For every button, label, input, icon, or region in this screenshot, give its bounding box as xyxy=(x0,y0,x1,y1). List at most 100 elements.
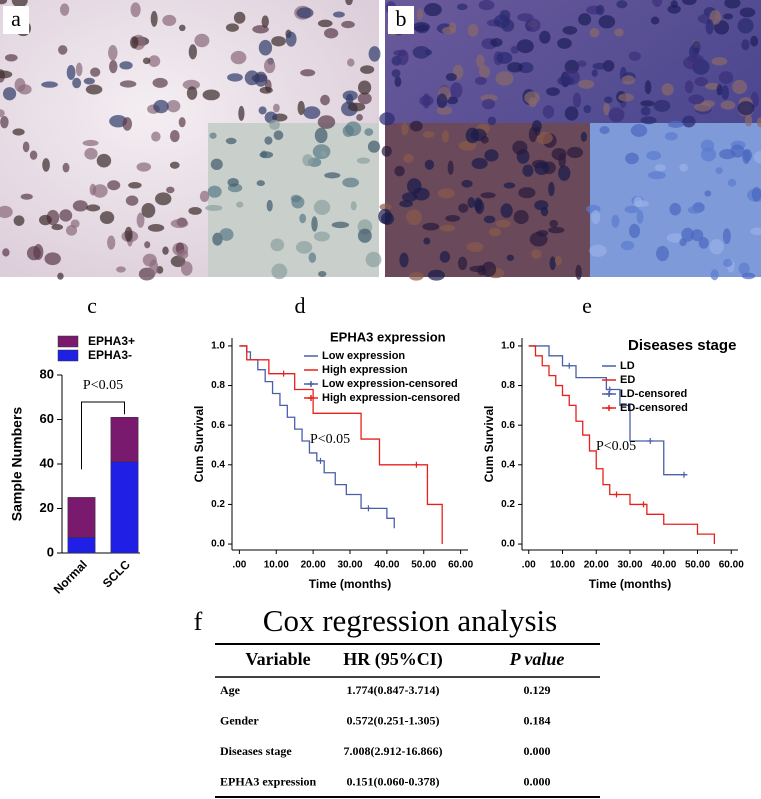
table-cell: 0.000 xyxy=(524,744,551,758)
cell xyxy=(379,203,392,211)
cell xyxy=(540,207,549,217)
legend-title: Diseases stage xyxy=(628,337,736,354)
cell xyxy=(738,262,750,275)
cell xyxy=(44,252,61,266)
cell xyxy=(458,140,477,151)
cell xyxy=(194,33,210,48)
censor-mark xyxy=(613,491,620,498)
cell xyxy=(506,254,514,261)
cell xyxy=(647,171,666,180)
cell xyxy=(496,51,513,64)
cell xyxy=(531,120,542,133)
cell xyxy=(259,151,274,159)
cell xyxy=(412,22,430,32)
cell xyxy=(664,132,678,141)
cell xyxy=(683,56,700,70)
cell xyxy=(124,226,133,242)
cell xyxy=(136,212,145,228)
cell xyxy=(258,106,267,115)
cell xyxy=(479,65,491,79)
cell xyxy=(694,77,708,87)
cell xyxy=(291,195,305,209)
x-axis-label: Time (months) xyxy=(309,577,391,591)
cell xyxy=(207,185,222,198)
cell xyxy=(457,256,468,271)
table-header: P value xyxy=(509,649,565,669)
x-tick-label: 60.00 xyxy=(719,560,744,571)
cell xyxy=(416,8,424,21)
cell xyxy=(341,20,355,29)
table-cell: 0.129 xyxy=(524,683,551,697)
cell xyxy=(583,104,592,114)
cell xyxy=(554,256,562,266)
cell xyxy=(679,163,689,172)
y-tick-label: 20 xyxy=(40,500,54,515)
cell xyxy=(75,62,83,77)
legend-swatch xyxy=(57,335,79,348)
cell xyxy=(162,14,177,27)
cell xyxy=(317,115,336,129)
cell xyxy=(489,227,502,237)
cell xyxy=(72,77,82,89)
cell xyxy=(342,90,358,101)
cell xyxy=(130,2,141,18)
cell xyxy=(357,92,372,105)
cell xyxy=(169,161,180,169)
cell xyxy=(437,188,455,199)
cell xyxy=(480,192,496,199)
cell xyxy=(549,256,556,271)
cell xyxy=(399,200,413,208)
cell xyxy=(599,126,610,134)
cell xyxy=(536,229,549,237)
cell xyxy=(162,246,169,255)
cell xyxy=(236,201,244,208)
cell xyxy=(210,158,223,171)
cell xyxy=(72,200,88,212)
censor-mark xyxy=(280,370,287,377)
cell xyxy=(618,93,634,102)
cell xyxy=(356,157,371,164)
cell xyxy=(271,36,286,47)
cell xyxy=(445,215,461,222)
cell xyxy=(299,213,307,224)
cell xyxy=(90,67,101,77)
cell xyxy=(709,239,724,255)
x-tick-label: SCLC xyxy=(100,557,133,590)
cell xyxy=(314,127,328,144)
cell xyxy=(750,35,759,47)
table-cell: 0.000 xyxy=(524,774,551,788)
cell xyxy=(148,55,161,67)
cell xyxy=(723,258,733,267)
cell xyxy=(0,0,8,5)
cell xyxy=(0,109,5,118)
annotation: P<0.05 xyxy=(310,432,350,447)
cell xyxy=(365,251,382,268)
y-tick-label: 0.8 xyxy=(501,380,515,391)
inset-b1 xyxy=(385,123,590,277)
cell xyxy=(342,177,360,188)
y-tick-label: 0.0 xyxy=(501,539,515,550)
cell xyxy=(469,265,486,273)
cell xyxy=(39,214,52,226)
cell xyxy=(739,7,756,18)
cell xyxy=(227,73,243,82)
x-tick-label: .00 xyxy=(522,560,536,571)
cell xyxy=(704,190,712,197)
cell xyxy=(424,3,442,17)
table-cell: 0.151(0.060-0.378) xyxy=(347,774,440,788)
cell xyxy=(233,11,246,24)
cell xyxy=(737,17,754,34)
cell xyxy=(17,84,32,95)
cell xyxy=(557,76,574,86)
cell xyxy=(180,261,193,276)
cell xyxy=(624,205,639,214)
panel-label: f xyxy=(194,607,203,636)
cell xyxy=(503,182,516,189)
cell xyxy=(0,70,13,79)
cell xyxy=(57,272,64,280)
cell xyxy=(381,145,392,157)
cell xyxy=(458,203,469,213)
x-tick-label: 20.00 xyxy=(301,560,326,571)
cell xyxy=(524,18,541,33)
cell xyxy=(531,249,542,259)
